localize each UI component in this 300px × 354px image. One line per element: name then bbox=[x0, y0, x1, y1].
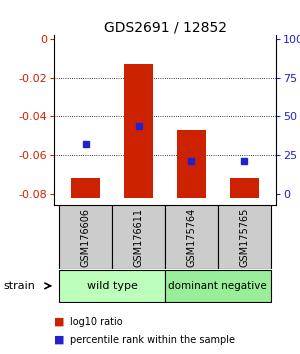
Text: GSM175765: GSM175765 bbox=[239, 207, 249, 267]
Text: ■: ■ bbox=[54, 335, 64, 345]
Bar bbox=[71, 178, 100, 198]
Text: ■: ■ bbox=[54, 317, 64, 327]
Text: wild type: wild type bbox=[87, 281, 138, 291]
Bar bbox=[230, 178, 259, 198]
Text: log10 ratio: log10 ratio bbox=[70, 317, 123, 327]
FancyBboxPatch shape bbox=[112, 205, 165, 269]
FancyBboxPatch shape bbox=[165, 205, 218, 269]
FancyBboxPatch shape bbox=[218, 205, 271, 269]
Text: percentile rank within the sample: percentile rank within the sample bbox=[70, 335, 236, 345]
Text: GSM176611: GSM176611 bbox=[134, 208, 144, 267]
FancyBboxPatch shape bbox=[59, 270, 165, 302]
Text: dominant negative: dominant negative bbox=[169, 281, 267, 291]
Text: GSM176606: GSM176606 bbox=[81, 208, 91, 267]
Title: GDS2691 / 12852: GDS2691 / 12852 bbox=[103, 20, 226, 34]
FancyBboxPatch shape bbox=[165, 270, 271, 302]
Text: strain: strain bbox=[3, 281, 35, 291]
Bar bbox=[124, 64, 153, 198]
Text: GSM175764: GSM175764 bbox=[186, 207, 197, 267]
Bar bbox=[177, 130, 206, 198]
FancyBboxPatch shape bbox=[59, 205, 112, 269]
